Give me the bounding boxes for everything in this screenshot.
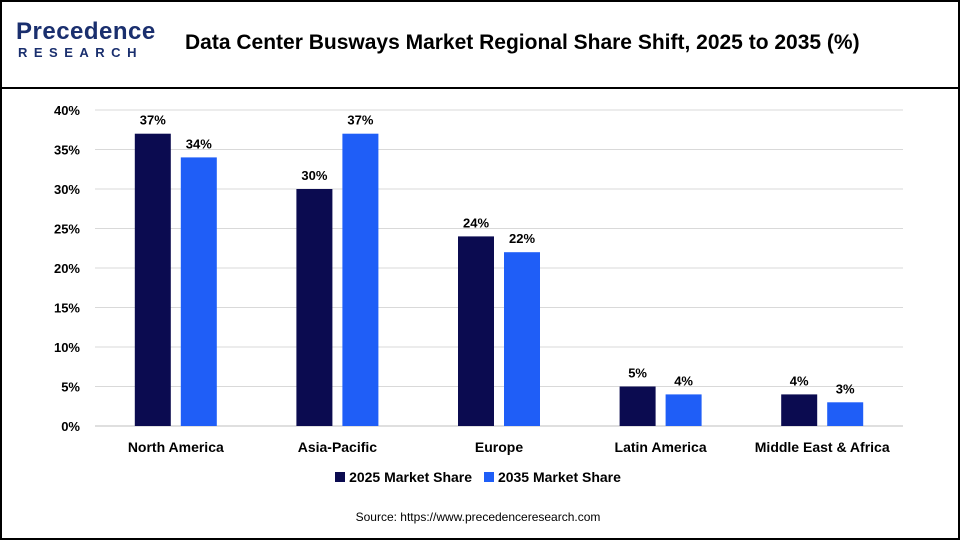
y-tick-label: 15% [54,301,80,316]
y-tick-label: 25% [54,222,80,237]
header: Precedence RESEARCH Data Center Busways … [2,2,958,89]
data-label: 30% [301,168,327,183]
x-tick-label: Europe [475,439,523,455]
legend: 2025 Market Share 2035 Market Share [0,469,956,485]
brand-subname: RESEARCH [18,45,143,60]
legend-item-2025: 2025 Market Share [335,469,472,485]
bar-2025 [134,133,171,426]
data-label: 37% [347,113,373,128]
legend-label-2025: 2025 Market Share [349,469,473,485]
y-tick-label: 20% [54,261,80,276]
legend-item-2035: 2035 Market Share [483,469,621,485]
data-label: 37% [140,113,166,128]
data-label: 3% [836,381,855,396]
bar-2035 [504,252,540,426]
legend-label-2035: 2035 Market Share [497,469,621,485]
y-tick-label: 10% [54,340,80,355]
y-tick-label: 30% [54,182,80,197]
data-label: 5% [628,366,647,381]
x-tick-label: Latin America [615,439,707,455]
data-label: 4% [674,373,693,388]
legend-swatch-2035 [483,472,494,482]
bar-2035 [827,402,864,426]
bar-2025 [296,189,333,426]
brand-name: Precedence [16,18,156,45]
y-tick-label: 35% [54,143,80,158]
bar-2035 [180,157,217,426]
y-tick-label: 40% [54,103,80,118]
x-tick-label: Middle East & Africa [755,439,890,455]
bar-2035 [342,133,379,426]
data-label: 22% [509,231,535,246]
data-label: 4% [790,373,809,388]
brand-logo: Precedence RESEARCH [16,19,166,69]
bar-2035 [665,394,702,426]
data-label: 34% [186,136,212,151]
bar-2025 [619,386,656,426]
y-tick-label: 0% [61,419,80,434]
x-tick-label: North America [128,439,224,455]
bar-2025 [781,394,818,426]
x-tick-label: Asia-Pacific [298,439,378,455]
chart-title: Data Center Busways Market Regional Shar… [185,31,860,54]
bar-2025 [458,236,494,426]
source-note: Source: https://www.precedenceresearch.c… [355,510,601,524]
data-label: 24% [463,215,489,230]
y-tick-label: 5% [61,380,80,395]
legend-swatch-2025 [335,472,346,482]
